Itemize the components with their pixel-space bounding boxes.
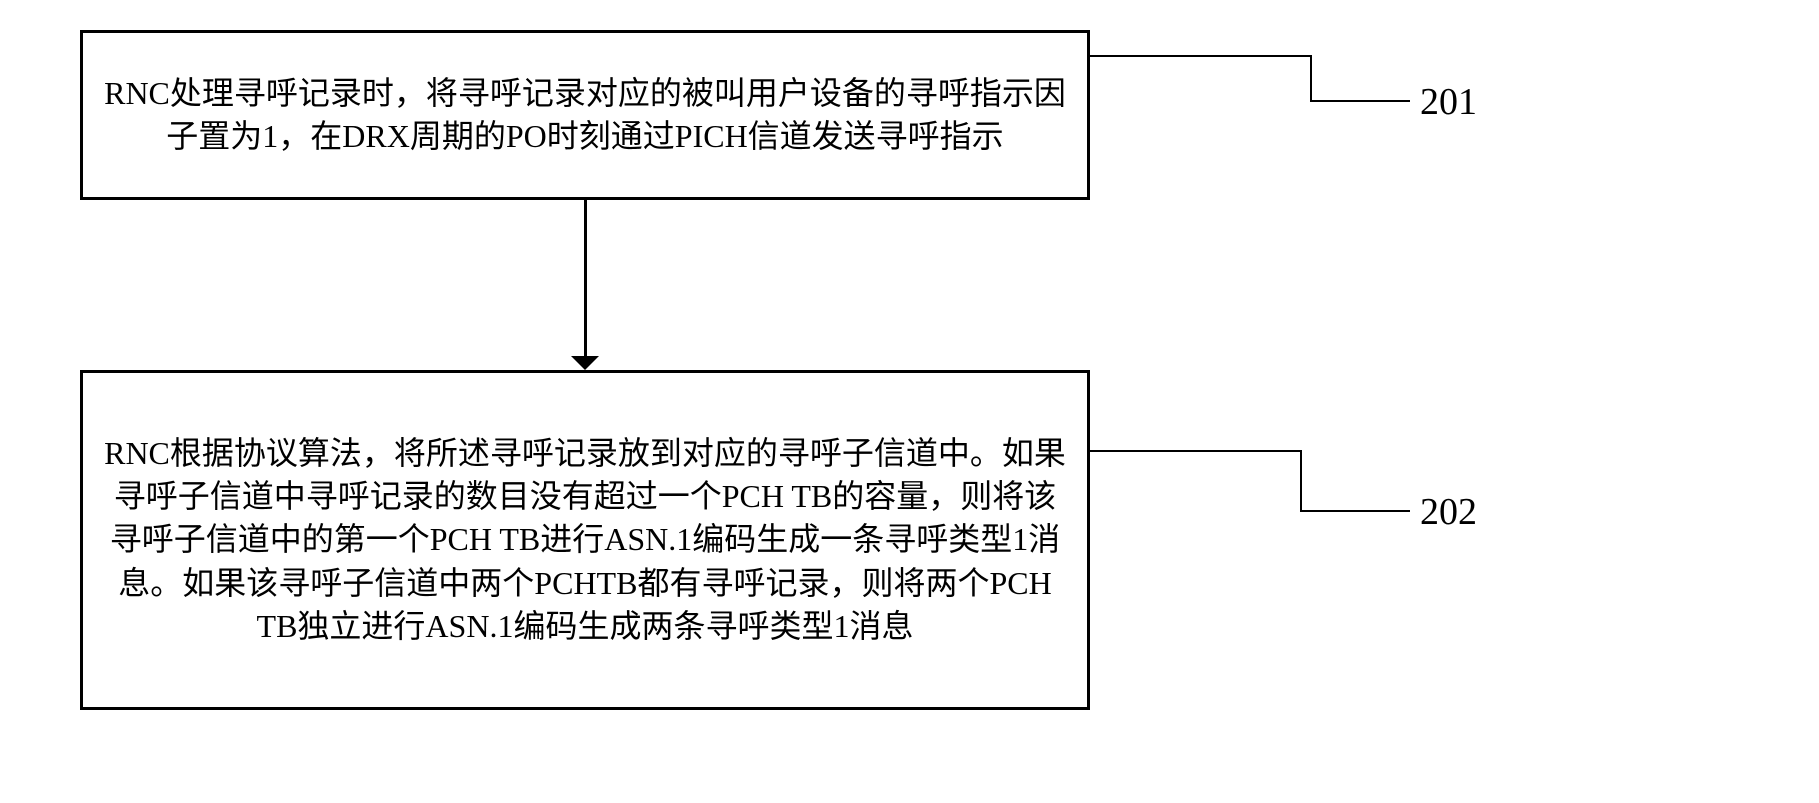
- flow-step-2: RNC根据协议算法，将所述寻呼记录放到对应的寻呼子信道中。如果寻呼子信道中寻呼记…: [80, 370, 1090, 710]
- flow-step-2-text: RNC根据协议算法，将所述寻呼记录放到对应的寻呼子信道中。如果寻呼子信道中寻呼记…: [101, 432, 1069, 648]
- connector-1a: [1090, 55, 1310, 57]
- connector-2c: [1300, 510, 1410, 512]
- connector-2b: [1300, 450, 1302, 512]
- flow-step-1: RNC处理寻呼记录时，将寻呼记录对应的被叫用户设备的寻呼指示因子置为1，在DRX…: [80, 30, 1090, 200]
- connector-1c: [1310, 100, 1410, 102]
- flowchart-canvas: RNC处理寻呼记录时，将寻呼记录对应的被叫用户设备的寻呼指示因子置为1，在DRX…: [0, 0, 1819, 803]
- flow-step-1-text: RNC处理寻呼记录时，将寻呼记录对应的被叫用户设备的寻呼指示因子置为1，在DRX…: [101, 72, 1069, 158]
- connector-2a: [1090, 450, 1300, 452]
- step-number-201: 201: [1420, 80, 1477, 124]
- connector-1b: [1310, 55, 1312, 102]
- step-number-202: 202: [1420, 490, 1477, 534]
- flow-arrow-head-icon: [571, 356, 599, 370]
- flow-arrow-shaft: [584, 200, 587, 356]
